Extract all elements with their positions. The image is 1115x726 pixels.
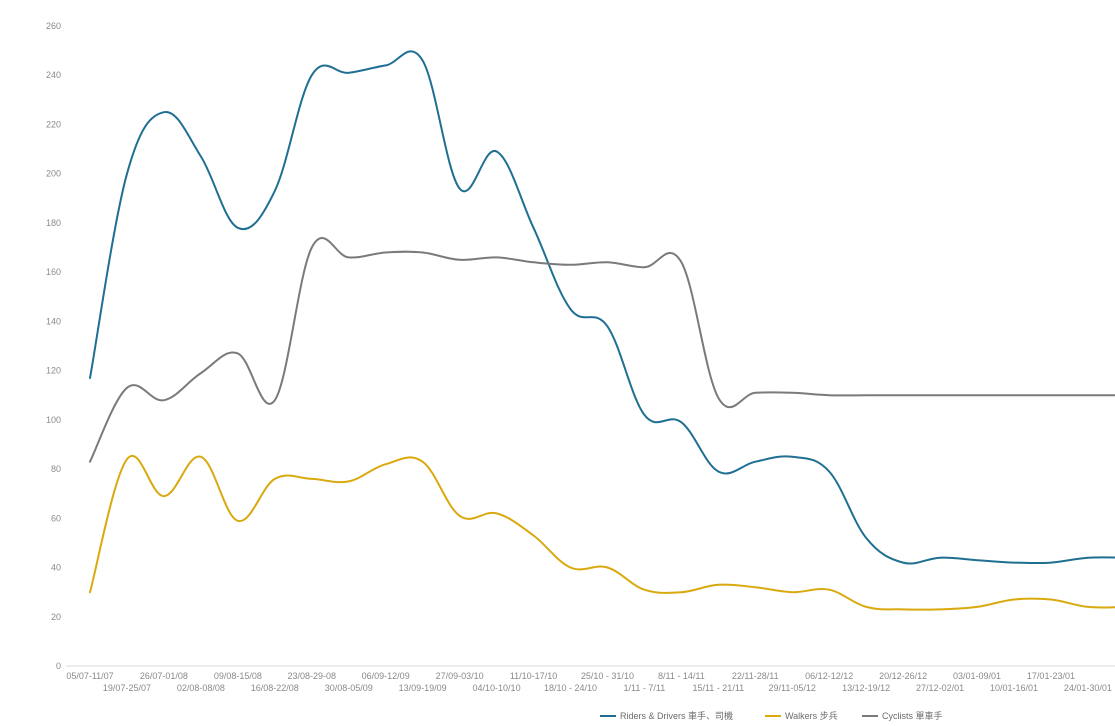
y-tick-label: 220 [46, 119, 61, 129]
x-tick-label: 18/10 - 24/10 [544, 683, 597, 693]
y-tick-label: 20 [51, 612, 61, 622]
x-tick-label: 13/09-19/09 [399, 683, 447, 693]
x-tick-label: 03/01-09/01 [953, 671, 1001, 681]
x-tick-label: 1/11 - 7/11 [624, 683, 666, 693]
x-tick-label: 06/12-12/12 [805, 671, 853, 681]
x-tick-label: 23/08-29-08 [287, 671, 336, 681]
x-tick-label: 17/01-23/01 [1027, 671, 1075, 681]
x-tick-label: 25/10 - 31/10 [581, 671, 634, 681]
legend: Riders & Drivers 車手、司機 Walkers 步兵 Cyclists… [600, 710, 943, 721]
y-tick-label: 60 [51, 513, 61, 523]
y-tick-label: 240 [46, 70, 61, 80]
y-tick-label: 180 [46, 218, 61, 228]
y-tick-label: 200 [46, 169, 61, 179]
x-tick-label: 24/01-30/01 [1064, 683, 1112, 693]
y-tick-label: 80 [51, 464, 61, 474]
x-tick-label: 11/10-17/10 [510, 671, 557, 681]
x-tick-label: 05/07-11/07 [66, 671, 113, 681]
x-tick-label: 06/09-12/09 [362, 671, 410, 681]
x-tick-label: 09/08-15/08 [214, 671, 262, 681]
x-tick-label: 8/11 - 14/11 [658, 671, 705, 681]
x-tick-label: 16/08-22/08 [251, 683, 299, 693]
y-tick-label: 120 [46, 366, 61, 376]
x-tick-label: 26/07-01/08 [140, 671, 188, 681]
legend-label: Walkers 步兵 [785, 710, 838, 721]
x-tick-label: 20/12-26/12 [879, 671, 927, 681]
x-tick-label: 19/07-25/07 [103, 683, 151, 693]
y-tick-label: 140 [46, 316, 61, 326]
x-tick-label: 02/08-08/08 [177, 683, 225, 693]
y-tick-label: 260 [46, 21, 61, 31]
x-tick-label: 27/09-03/10 [436, 671, 484, 681]
legend-label: Cyclists 單車手 [882, 710, 943, 721]
x-tick-label: 27/12-02/01 [916, 683, 964, 693]
x-tick-label: 29/11-05/12 [769, 683, 816, 693]
y-tick-label: 0 [56, 661, 61, 671]
x-tick-label: 15/11 - 21/11 [692, 683, 744, 693]
y-axis: 0 20 40 60 80 100 120 140 160 180 200 220 240 260 [46, 21, 61, 671]
series-line-walkers [89, 455, 1115, 611]
x-tick-label: 30/08-05/09 [325, 683, 373, 693]
series-line-cyclists [89, 237, 1115, 463]
y-tick-label: 100 [46, 415, 61, 425]
x-tick-label: 04/10-10/10 [473, 683, 521, 693]
y-tick-label: 40 [51, 563, 61, 573]
legend-label: Riders & Drivers 車手、司機 [620, 710, 733, 721]
series-line-riders-drivers [89, 50, 1115, 565]
x-tick-label: 22/11-28/11 [732, 671, 779, 681]
x-axis: 05/07-11/07 19/07-25/07 26/07-01/08 02/08-0… [66, 665, 1115, 693]
x-tick-label: 10/01-16/01 [990, 683, 1038, 693]
y-tick-label: 160 [46, 267, 61, 277]
x-tick-label: 13/12-19/12 [842, 683, 890, 693]
series-lines [89, 50, 1115, 611]
